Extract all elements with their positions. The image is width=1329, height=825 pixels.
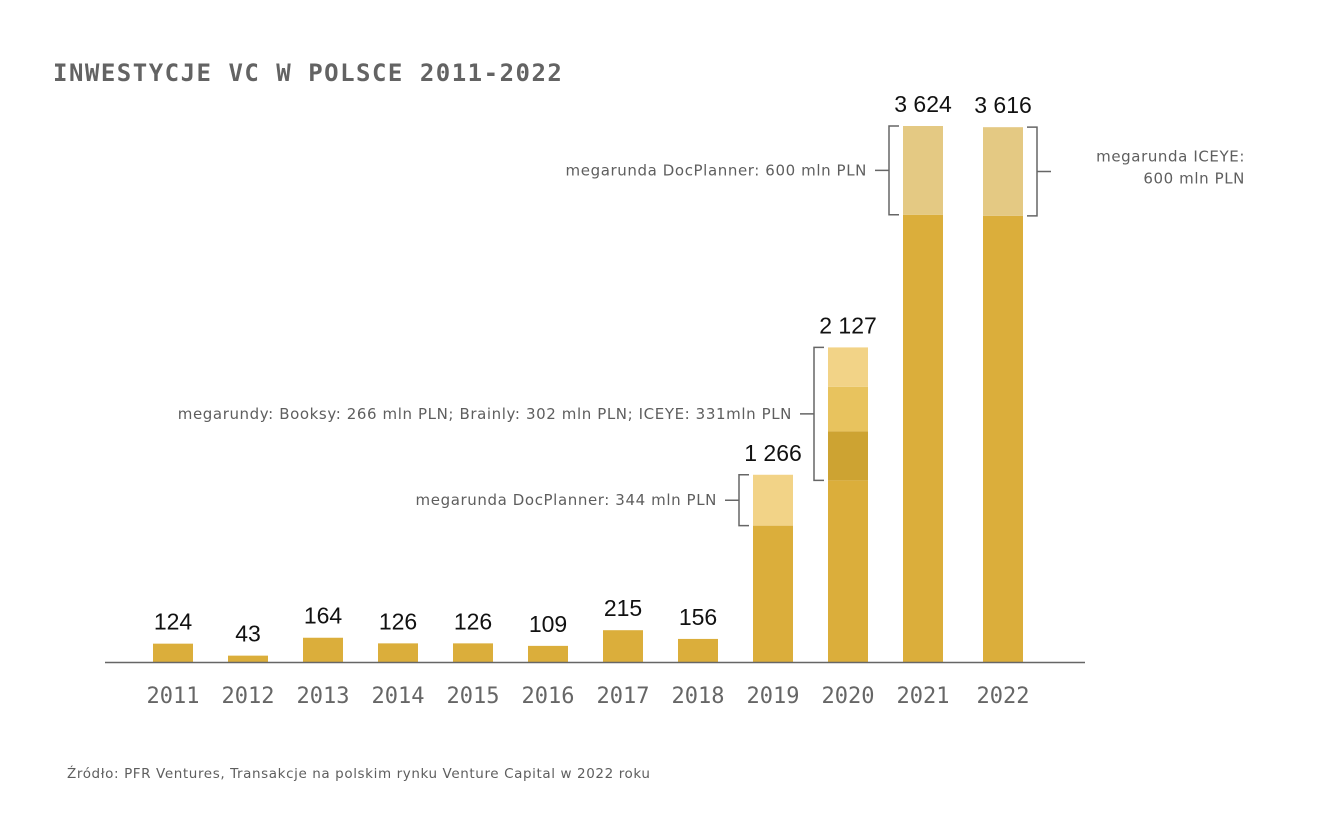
- bars-group: [153, 126, 1023, 663]
- x-tick-2015: 2015: [447, 684, 500, 709]
- megaround-segment-2020-brainly: [828, 386, 868, 432]
- bar-2022: [983, 215, 1023, 663]
- value-label-2015: 126: [454, 608, 492, 634]
- megaround-segment-2022-iceye: [983, 127, 1023, 216]
- value-label-2020: 2 127: [819, 312, 877, 338]
- x-tick-2018: 2018: [672, 684, 725, 709]
- bar-2021: [903, 214, 943, 663]
- x-tick-2019: 2019: [747, 684, 800, 709]
- value-label-2021: 3 624: [894, 91, 952, 117]
- value-label-2013: 164: [304, 603, 343, 629]
- x-tick-2021: 2021: [897, 684, 950, 709]
- x-tick-2011: 2011: [147, 684, 200, 709]
- value-label-2011: 124: [154, 609, 193, 635]
- megaround-segment-2020-iceye: [828, 431, 868, 481]
- bar-2013: [303, 637, 343, 662]
- x-tick-2016: 2016: [522, 684, 575, 709]
- value-label-2014: 126: [379, 608, 417, 634]
- bar-2012: [228, 655, 268, 662]
- bar-2015: [453, 643, 493, 662]
- source-note: Źródło: PFR Ventures, Transakcje na pols…: [67, 764, 651, 782]
- value-label-2019: 1 266: [744, 440, 802, 466]
- annotation-2019: megarunda DocPlanner: 344 mln PLN: [416, 491, 717, 509]
- x-tick-2017: 2017: [597, 684, 650, 709]
- value-label-2022: 3 616: [974, 92, 1032, 118]
- annotation-2020: megarundy: Booksy: 266 mln PLN; Brainly:…: [178, 405, 792, 423]
- x-tick-2013: 2013: [297, 684, 350, 709]
- value-label-2016: 109: [529, 611, 567, 637]
- bracket-2019: [725, 474, 749, 527]
- bar-2017: [603, 630, 643, 662]
- x-tick-2020: 2020: [822, 684, 875, 709]
- bar-2016: [528, 645, 568, 662]
- value-labels-group: 124 43 164 126 126 109 215 156 1 266 2 127 3 624 3 …: [154, 91, 1032, 647]
- x-tick-2012: 2012: [222, 684, 275, 709]
- x-tick-2014: 2014: [372, 684, 425, 709]
- megaround-segment-2021-docplanner: [903, 126, 943, 215]
- bracket-2021: [875, 125, 899, 216]
- value-label-2017: 215: [604, 595, 642, 621]
- x-tick-2022: 2022: [977, 684, 1030, 709]
- bracket-2022: [1027, 126, 1051, 217]
- bar-2019: [753, 525, 793, 662]
- annotations-group: megarunda DocPlanner: 344 mln PLN megarun…: [178, 125, 1245, 527]
- annotation-2021: megarunda DocPlanner: 600 mln PLN: [566, 161, 867, 179]
- value-label-2018: 156: [679, 604, 717, 630]
- x-tick-labels-group: 2011 2012 2013 2014 2015 2016 2017 2018 2019 2020…: [147, 684, 1030, 709]
- bracket-2020: [800, 346, 824, 482]
- megaround-segment-2019-docplanner: [753, 474, 793, 526]
- value-label-2012: 43: [235, 621, 261, 647]
- chart-title: INWESTYCJE VC W POLSCE 2011-2022: [53, 59, 563, 87]
- annotation-2022-line-0: megarunda ICEYE:: [1096, 148, 1245, 166]
- bar-2011: [153, 643, 193, 662]
- bar-2020: [828, 480, 868, 662]
- megaround-segment-2020-booksy: [828, 347, 868, 387]
- bar-2018: [678, 638, 718, 662]
- annotation-2022-line-1: 600 mln PLN: [1143, 170, 1245, 188]
- bar-2014: [378, 643, 418, 662]
